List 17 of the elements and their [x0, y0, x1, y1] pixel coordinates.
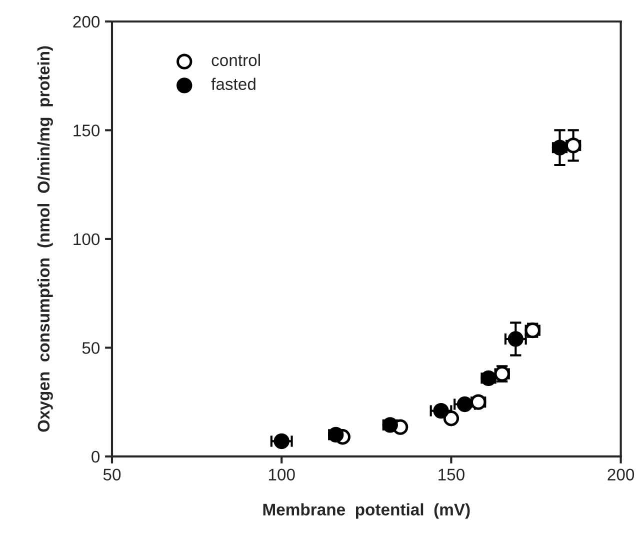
x-tick-label: 50 [103, 468, 121, 480]
legend-label: control [212, 54, 260, 66]
y-tick-label: 50 [82, 342, 100, 354]
y-tick-label: 0 [92, 450, 100, 463]
x-tick-label: 100 [268, 468, 295, 480]
y-tick-label: 100 [74, 233, 100, 246]
point [433, 402, 449, 419]
y-tick-label: 200 [73, 16, 100, 28]
point [443, 410, 460, 426]
y-axis-title: Oxygen consumption (nmol O/min/mg protein) [37, 46, 53, 432]
x-tick-label: 200 [608, 468, 634, 480]
point [274, 433, 290, 450]
legend-label: fasted [211, 78, 256, 90]
x-axis-title: Membrane potential (mV) [263, 503, 470, 519]
point [508, 331, 524, 347]
x-tick-label: 150 [438, 468, 464, 480]
y-tick-label: 150 [74, 124, 100, 136]
